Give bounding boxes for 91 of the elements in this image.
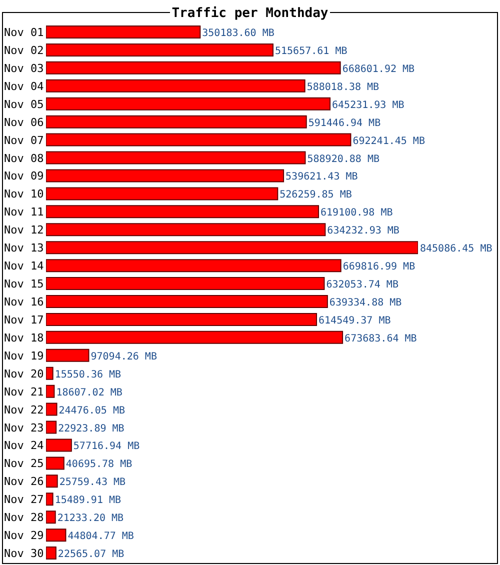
y-tick-label: Nov 28: [4, 511, 44, 524]
y-tick-label: Nov 16: [4, 295, 44, 308]
y-tick-label: Nov 10: [4, 188, 44, 201]
data-label: 57716.94 MB: [73, 441, 140, 452]
bar: [46, 277, 325, 290]
bar: [46, 61, 341, 74]
y-tick-label: Nov 19: [4, 349, 44, 362]
bar: [46, 151, 306, 164]
y-tick-label: Nov 14: [4, 260, 44, 273]
data-label: 21233.20 MB: [57, 513, 124, 524]
y-tick-label: Nov 22: [4, 403, 44, 416]
y-tick-label: Nov 29: [4, 529, 44, 542]
data-label: 40695.78 MB: [66, 459, 132, 470]
bar: [46, 312, 318, 326]
y-tick-label: Nov 15: [4, 278, 44, 291]
bar: [46, 115, 307, 128]
data-label: 845086.45 MB: [420, 244, 492, 255]
bar: [46, 510, 56, 524]
bar: [46, 169, 284, 182]
chart-title: Traffic per Monthday: [170, 6, 330, 21]
y-tick-label: Nov 06: [4, 116, 44, 129]
data-label: 15489.91 MB: [54, 495, 122, 506]
data-label: 588920.88 MB: [307, 154, 380, 165]
bar: [46, 330, 344, 344]
y-tick-label: Nov 07: [4, 134, 44, 147]
y-tick-label: Nov 20: [4, 367, 44, 380]
data-label: 669816.99 MB: [342, 262, 416, 273]
data-label: 591446.94 MB: [308, 118, 381, 129]
data-label: 350183.60 MB: [202, 28, 274, 39]
y-tick-label: Nov 17: [4, 313, 44, 326]
bar: [46, 438, 72, 452]
bar: [46, 97, 331, 110]
data-label: 692241.45 MB: [352, 136, 425, 147]
bar: [46, 384, 55, 398]
bar: [46, 187, 278, 200]
y-tick-label: Nov 01: [4, 26, 44, 39]
data-label: 22565.07 MB: [58, 549, 124, 560]
data-label: 526259.85 MB: [280, 190, 352, 201]
data-label: 18607.02 MB: [56, 387, 122, 398]
y-tick-label: Nov 08: [4, 152, 44, 165]
bar: [46, 474, 58, 488]
data-label: 97094.26 MB: [90, 351, 157, 362]
y-tick-label: Nov 24: [4, 439, 44, 452]
data-label: 645231.93 MB: [332, 100, 404, 111]
y-tick-label: Nov 05: [4, 98, 44, 111]
data-label: 614549.37 MB: [318, 315, 391, 326]
data-label: 24476.05 MB: [58, 405, 126, 416]
bar: [46, 492, 54, 506]
y-tick-label: Nov 04: [4, 80, 44, 93]
data-label: 673683.64 MB: [344, 333, 417, 344]
data-label: 639334.88 MB: [329, 298, 402, 308]
bar: [46, 26, 201, 38]
y-tick-label: Nov 23: [4, 421, 44, 434]
bar: [46, 223, 326, 236]
data-label: 515657.61 MB: [274, 46, 348, 57]
y-tick-label: Nov 13: [4, 242, 44, 255]
bar: [46, 528, 66, 542]
data-label: 634232.93 MB: [327, 226, 400, 237]
y-tick-label: Nov 30: [4, 547, 44, 560]
y-tick-label: Nov 12: [4, 224, 44, 237]
y-tick-label: Nov 21: [4, 385, 44, 398]
y-tick-label: Nov 03: [4, 62, 44, 75]
bar: [46, 456, 64, 470]
y-tick-label: Nov 25: [4, 457, 44, 470]
y-tick-label: Nov 02: [4, 44, 44, 57]
bar: [46, 402, 58, 416]
data-label: 588018.38 MB: [306, 82, 380, 93]
y-tick-label: Nov 27: [4, 493, 44, 506]
bar: [46, 43, 274, 56]
bar: [46, 546, 56, 560]
bar: [46, 133, 352, 146]
data-label: 25759.43 MB: [59, 477, 126, 488]
bar: [46, 420, 57, 434]
data-label: 44804.77 MB: [68, 531, 134, 542]
y-tick-label: Nov 09: [4, 170, 44, 183]
bar: [46, 259, 342, 272]
bar: [46, 348, 90, 362]
data-label: 668601.92 MB: [342, 64, 415, 75]
bar: [46, 79, 306, 92]
y-tick-label: Nov 26: [4, 475, 44, 488]
data-label: 632053.74 MB: [326, 280, 398, 291]
bar: [46, 241, 418, 254]
data-label: 539621.43 MB: [286, 172, 358, 183]
bar: [46, 295, 328, 308]
y-tick-label: Nov 18: [4, 331, 44, 344]
data-label: 22923.89 MB: [58, 423, 124, 434]
data-label: 619100.98 MB: [320, 208, 393, 219]
y-tick-label: Nov 11: [4, 206, 44, 219]
bar: [46, 366, 54, 380]
data-label: 15550.36 MB: [54, 369, 122, 380]
bar: [46, 205, 320, 218]
